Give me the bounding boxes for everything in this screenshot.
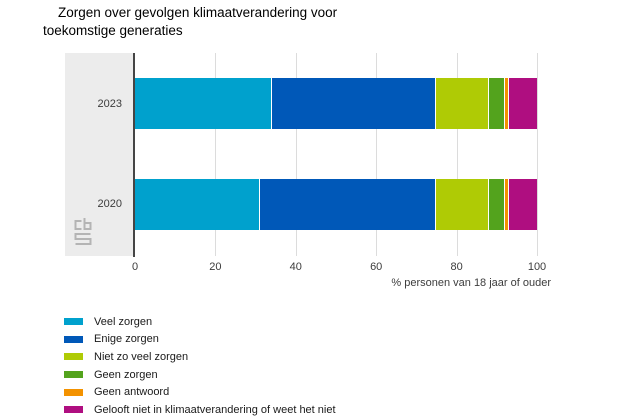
legend-label: Gelooft niet in klimaatverandering of we…	[94, 403, 336, 416]
y-axis-line	[133, 53, 135, 257]
x-tick-label-0: 0	[131, 261, 139, 273]
legend-swatch	[64, 388, 83, 396]
legend-item: Enige zorgen	[64, 331, 336, 349]
bar-segment-2023-enige-zorgen	[271, 78, 437, 129]
plot-area	[135, 53, 538, 256]
legend-label: Geen antwoord	[94, 386, 170, 399]
legend-label: Geen zorgen	[94, 368, 158, 381]
bar-segment-2023-gelooft-niet	[508, 78, 537, 129]
bar-segment-2020-veel-zorgen	[135, 179, 260, 230]
x-tick-label-60: 60	[370, 261, 383, 273]
category-label-2020: 2020	[97, 198, 122, 210]
bar-segment-2020-niet-zo	[436, 179, 489, 230]
legend-item: Niet zo veel zorgen	[64, 348, 336, 366]
bar-segment-2020-geen-antwoord	[504, 179, 509, 230]
bar-segment-2020-geen-zorgen	[488, 179, 505, 230]
bar-2020	[135, 179, 537, 230]
legend-swatch	[64, 318, 83, 326]
legend-item: Geen antwoord	[64, 383, 336, 401]
legend-swatch	[64, 353, 83, 361]
legend: Veel zorgen Enige zorgen Niet zo veel zorg…	[64, 313, 336, 417]
legend-label: Enige zorgen	[94, 333, 159, 346]
gridline-20	[215, 53, 217, 256]
legend-item: Veel zorgen	[64, 313, 336, 331]
x-axis-caption: % personen van 18 jaar of ouder	[391, 277, 551, 289]
gridline-40	[295, 53, 297, 256]
bar-2023	[135, 78, 537, 129]
chart-title: Zorgen over gevolgen klimaatverandering …	[43, 4, 337, 39]
bar-segment-2023-veel-zorgen	[135, 78, 272, 129]
legend-swatch	[64, 406, 83, 414]
gridline-100	[537, 53, 538, 256]
category-label-2023: 2023	[97, 98, 122, 110]
bar-segment-2020-gelooft-niet	[508, 179, 537, 230]
x-tick-label-20: 20	[209, 261, 222, 273]
bar-segment-2023-geen-zorgen	[488, 78, 505, 129]
gridline-80	[456, 53, 458, 256]
bar-segment-2023-niet-zo	[436, 78, 489, 129]
chart-title-line2: toekomstige generaties	[43, 22, 183, 38]
legend-item: Gelooft niet in klimaatverandering of we…	[64, 401, 336, 417]
legend-swatch	[64, 371, 83, 379]
category-axis-panel: 2023 2020	[65, 53, 133, 256]
chart-title-line1: Zorgen over gevolgen klimaatverandering …	[58, 5, 338, 20]
cbs-logo-icon	[74, 218, 92, 245]
x-tick-label-80: 80	[450, 261, 463, 273]
bar-segment-2020-enige-zorgen	[259, 179, 437, 230]
legend-swatch	[64, 335, 83, 343]
x-axis-ticks: 0 20 40 60 80 100	[131, 261, 546, 275]
x-tick-label-40: 40	[289, 261, 302, 273]
bar-segment-2023-geen-antwoord	[504, 78, 509, 129]
legend-label: Veel zorgen	[94, 315, 153, 328]
legend-label: Niet zo veel zorgen	[94, 350, 189, 363]
gridline-60	[376, 53, 378, 256]
x-tick-label-100: 100	[527, 261, 547, 273]
legend-item: Geen zorgen	[64, 366, 336, 384]
